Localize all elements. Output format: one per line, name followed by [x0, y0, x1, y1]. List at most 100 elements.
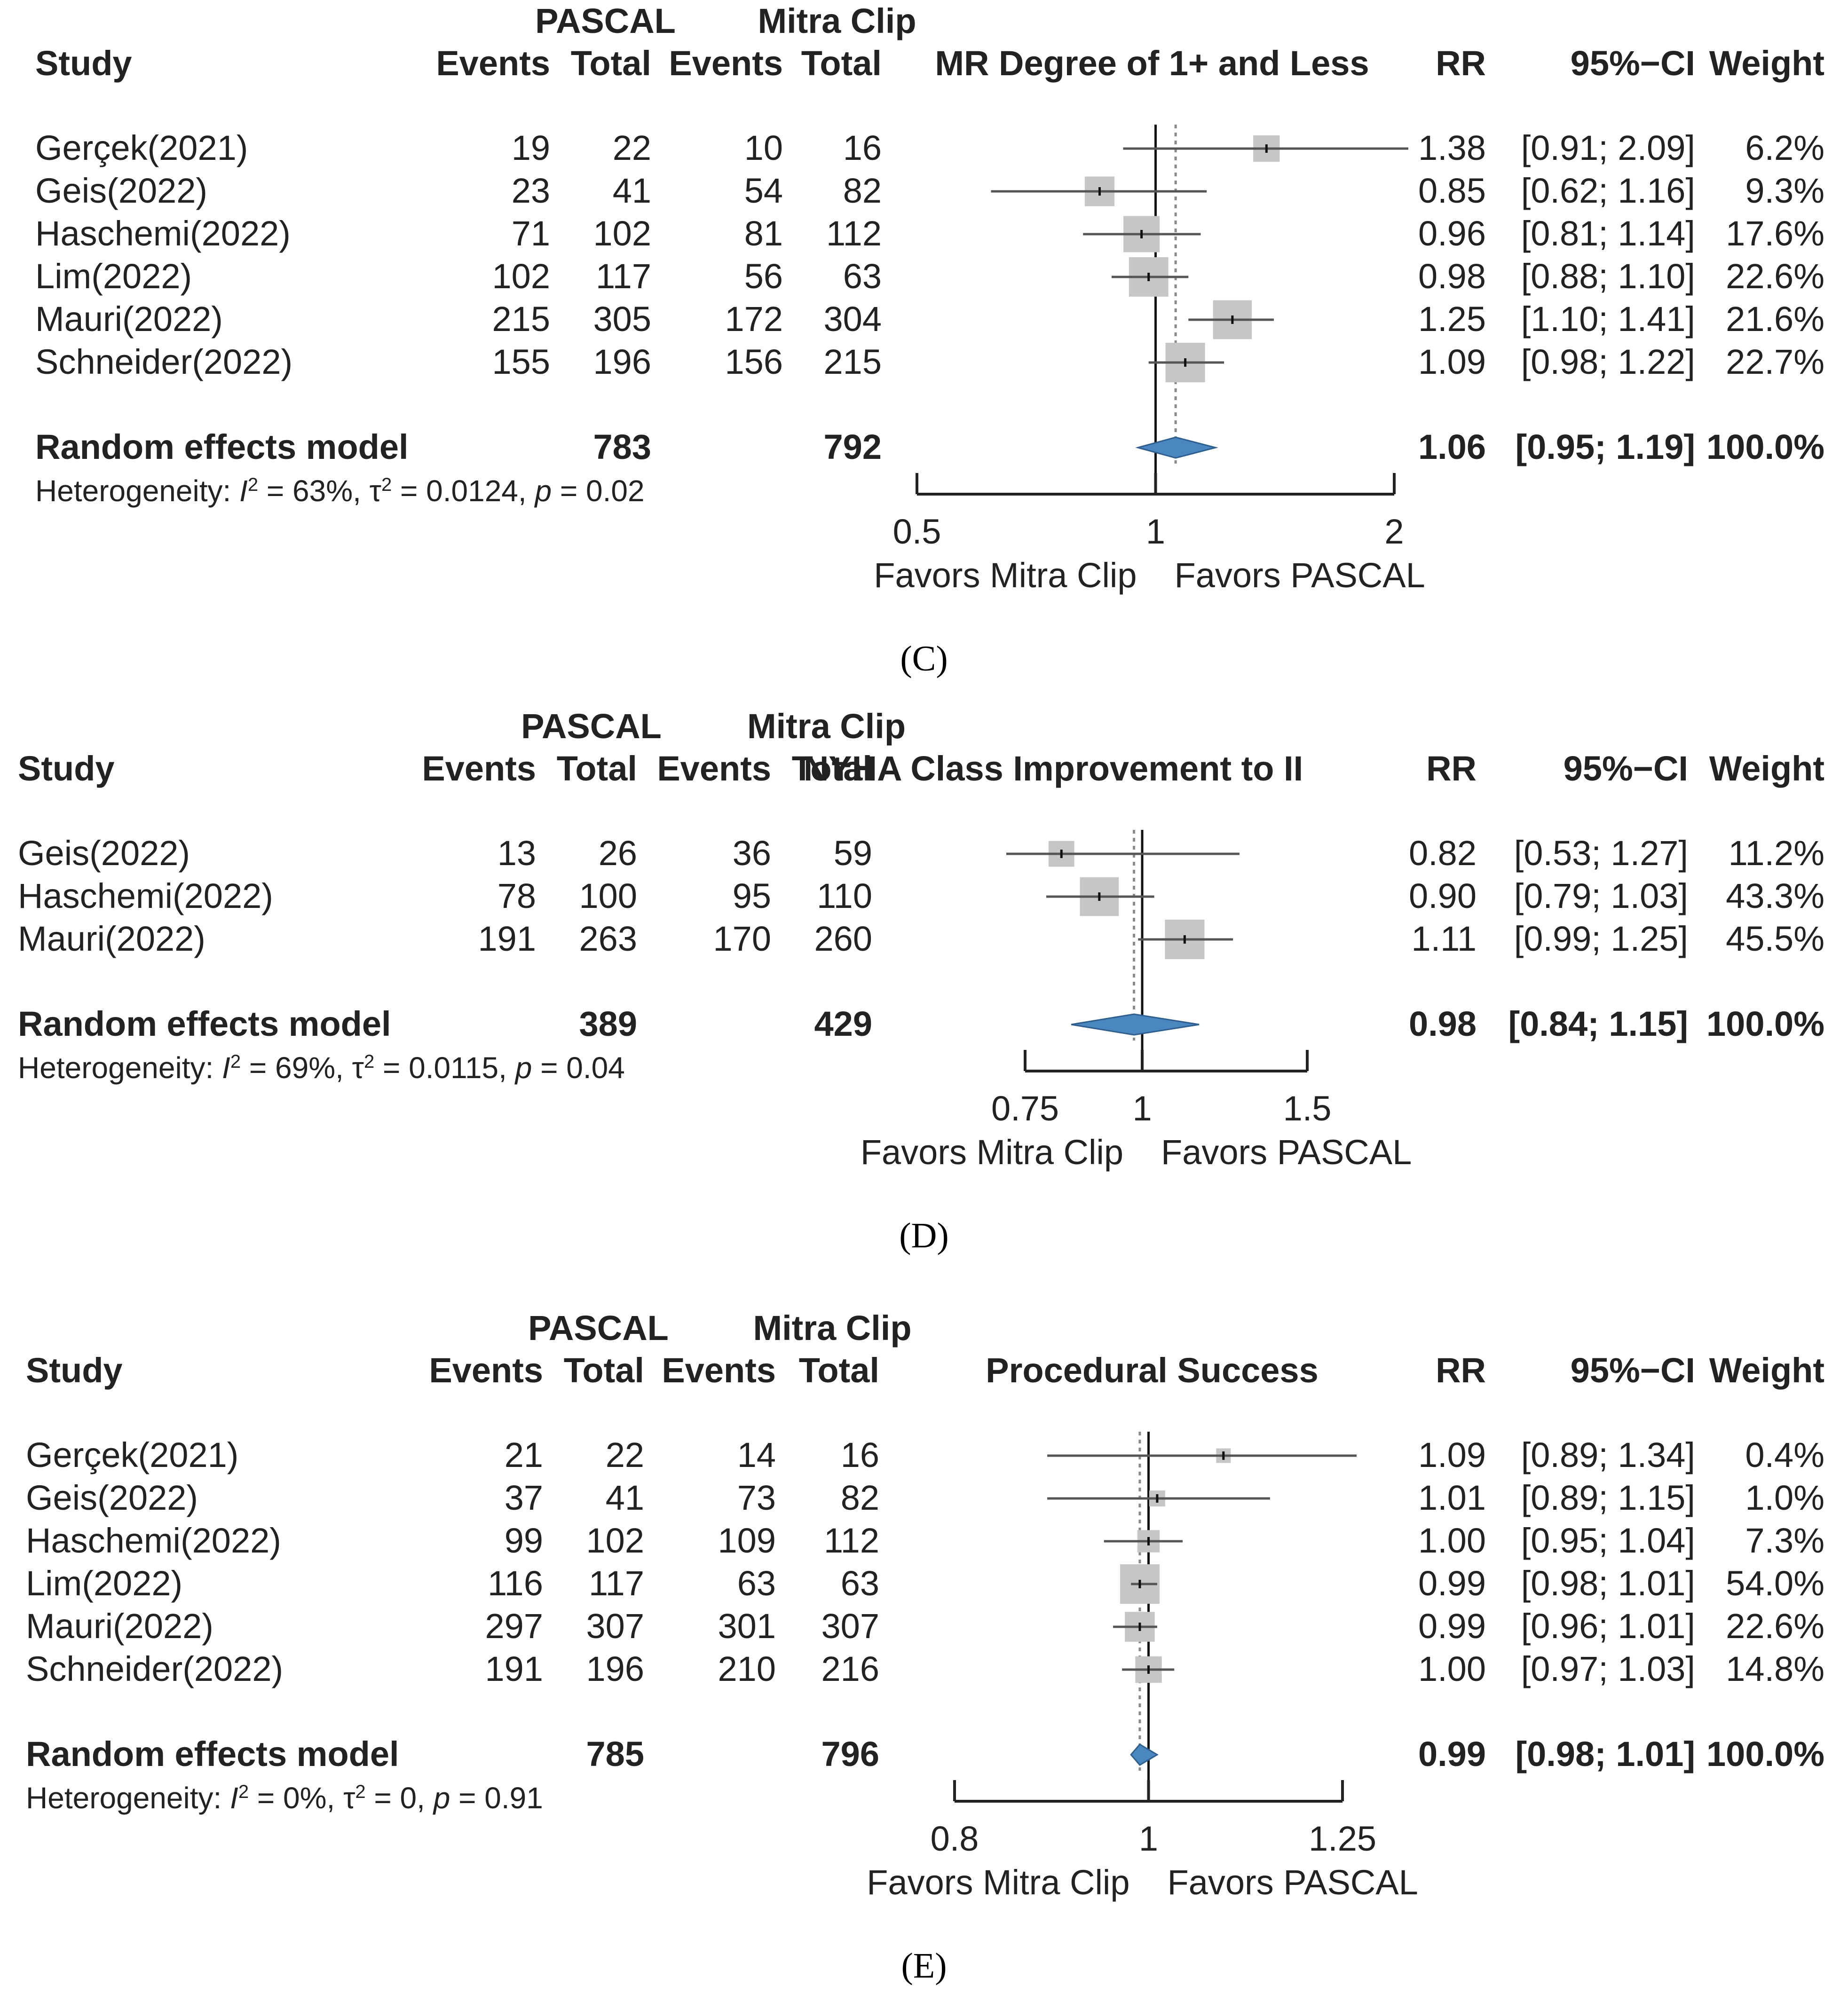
pooled-row: Random effects model 785 796 0.99 [0.98; 1.0… — [26, 1734, 1824, 1774]
rr-value: 1.09 — [1418, 342, 1486, 381]
x-tick-label: 0.8 — [931, 1819, 979, 1858]
total1-value: 196 — [586, 1649, 644, 1688]
rr-value: 1.09 — [1418, 1435, 1486, 1474]
total2-header: Total — [801, 44, 882, 83]
events2-value: 14 — [737, 1435, 776, 1474]
weight-value: 54.0% — [1726, 1564, 1824, 1603]
study-name: Gerçek(2021) — [35, 128, 248, 167]
events1-value: 78 — [498, 876, 536, 915]
group1-header: PASCAL — [521, 707, 662, 746]
total2-header: Total — [799, 1351, 879, 1390]
ci-value: [0.89; 1.15] — [1521, 1478, 1695, 1517]
events2-value: 172 — [725, 300, 783, 339]
weight-value: 9.3% — [1745, 171, 1824, 210]
pooled-total1: 783 — [593, 427, 651, 466]
rr-value: 0.99 — [1418, 1564, 1486, 1603]
study-row: Lim(2022) 116 117 63 63 0.99 [0.98; 1.01] 54.0% — [26, 1564, 1824, 1604]
events2-header: Events — [669, 44, 783, 83]
study-row: Gerçek(2021) 19 22 10 16 1.38 [0.91; 2.09] 6.2% — [35, 128, 1824, 167]
ci-value: [0.81; 1.14] — [1521, 214, 1695, 253]
events1-value: 215 — [492, 300, 550, 339]
weight-header: Weight — [1709, 44, 1824, 83]
events1-header: Events — [422, 749, 536, 788]
ci-value: [0.91; 2.09] — [1521, 128, 1695, 167]
ci-value: [0.96; 1.01] — [1521, 1607, 1695, 1646]
pooled-rr: 0.99 — [1418, 1734, 1486, 1774]
total2-value: 63 — [843, 257, 882, 296]
events1-value: 23 — [512, 171, 550, 210]
events1-header: Events — [436, 44, 550, 83]
group1-header: PASCAL — [535, 1, 676, 40]
pooled-ci: [0.84; 1.15] — [1508, 1004, 1688, 1043]
ci-value: [0.89; 1.34] — [1521, 1435, 1695, 1474]
events1-value: 21 — [505, 1435, 543, 1474]
total1-header: Total — [564, 1351, 644, 1390]
panel-label: (C) — [900, 639, 948, 678]
pooled-total2: 792 — [824, 427, 882, 466]
rr-header: RR — [1426, 749, 1477, 788]
weight-value: 17.6% — [1726, 214, 1824, 253]
total2-header: Total — [792, 749, 872, 788]
events2-value: 81 — [744, 214, 783, 253]
pooled-ci: [0.95; 1.19] — [1515, 427, 1695, 466]
study-row: Gerçek(2021) 21 22 14 16 1.09 [0.89; 1.34] 0.4% — [26, 1435, 1824, 1474]
weight-value: 22.7% — [1726, 342, 1824, 381]
events1-value: 297 — [485, 1607, 543, 1646]
total1-value: 117 — [596, 257, 651, 296]
weight-value: 0.4% — [1745, 1435, 1824, 1474]
pooled-label: Random effects model — [18, 1004, 391, 1043]
total2-value: 82 — [843, 171, 882, 210]
total1-value: 196 — [593, 342, 651, 381]
weight-value: 11.2% — [1729, 834, 1824, 873]
rr-value: 1.01 — [1418, 1478, 1486, 1517]
study-row: Geis(2022) 37 41 73 82 1.01 [0.89; 1.15] 1.0% — [26, 1478, 1824, 1517]
study-row: Haschemi(2022) 71 102 81 112 0.96 [0.81; 1.14]… — [35, 214, 1824, 253]
study-row: Schneider(2022) 155 196 156 215 1.09 [0.98; 1.… — [35, 342, 1824, 382]
total1-value: 22 — [606, 1435, 644, 1474]
pooled-weight: 100.0% — [1706, 1004, 1824, 1043]
study-name: Geis(2022) — [18, 834, 190, 873]
panel-label: (D) — [899, 1216, 949, 1255]
rr-value: 0.90 — [1409, 876, 1477, 915]
events1-value: 191 — [478, 919, 536, 958]
pooled-effect-diamond — [1135, 436, 1218, 459]
total1-value: 41 — [606, 1478, 644, 1517]
total2-value: 112 — [824, 1521, 879, 1560]
ci-header: 95%−CI — [1564, 749, 1688, 788]
pooled-weight: 100.0% — [1706, 1734, 1824, 1774]
forest-panel-e: PASCAL Mitra Clip Study Events Total Events To… — [26, 1308, 1824, 1986]
weight-value: 14.8% — [1726, 1649, 1824, 1688]
group2-header: Mitra Clip — [747, 707, 906, 746]
x-tick-label: 0.5 — [893, 512, 941, 551]
weight-header: Weight — [1709, 1351, 1824, 1390]
rr-value: 1.00 — [1418, 1521, 1486, 1560]
weight-value: 22.6% — [1726, 257, 1824, 296]
events2-value: 109 — [718, 1521, 776, 1560]
x-tick-label: 2 — [1384, 512, 1404, 551]
events1-value: 116 — [488, 1564, 543, 1603]
forest-panel-d: PASCAL Mitra Clip Study Events Total Events To… — [18, 707, 1824, 1255]
events1-header: Events — [429, 1351, 543, 1390]
study-name: Haschemi(2022) — [35, 214, 291, 253]
ci-value: [0.99; 1.25] — [1514, 919, 1688, 958]
ci-value: [0.95; 1.04] — [1521, 1521, 1695, 1560]
events2-value: 73 — [737, 1478, 776, 1517]
study-row: Lim(2022) 102 117 56 63 0.98 [0.88; 1.10] 22.6% — [35, 257, 1824, 297]
events1-value: 19 — [512, 128, 550, 167]
forest-panel-c: PASCAL Mitra Clip Study Events Total Events To… — [35, 1, 1824, 678]
total1-value: 102 — [586, 1521, 644, 1560]
outcome-header: NYHA Class Improvement to II — [804, 749, 1303, 788]
study-row: Mauri(2022) 297 307 301 307 0.99 [0.96; 1.01] 2… — [26, 1607, 1824, 1646]
outcome-header: MR Degree of 1+ and Less — [935, 44, 1369, 83]
favors-left-label: Favors Mitra Clip — [867, 1863, 1129, 1902]
total2-value: 110 — [817, 876, 872, 915]
events2-value: 54 — [744, 171, 783, 210]
total2-value: 307 — [821, 1607, 879, 1646]
group1-header: PASCAL — [528, 1308, 669, 1348]
total2-value: 215 — [824, 342, 882, 381]
total1-value: 263 — [579, 919, 637, 958]
events2-value: 95 — [733, 876, 771, 915]
events2-header: Events — [662, 1351, 776, 1390]
study-row: Geis(2022) 23 41 54 82 0.85 [0.62; 1.16] 9.3% — [35, 171, 1824, 210]
rr-value: 0.82 — [1409, 834, 1477, 873]
